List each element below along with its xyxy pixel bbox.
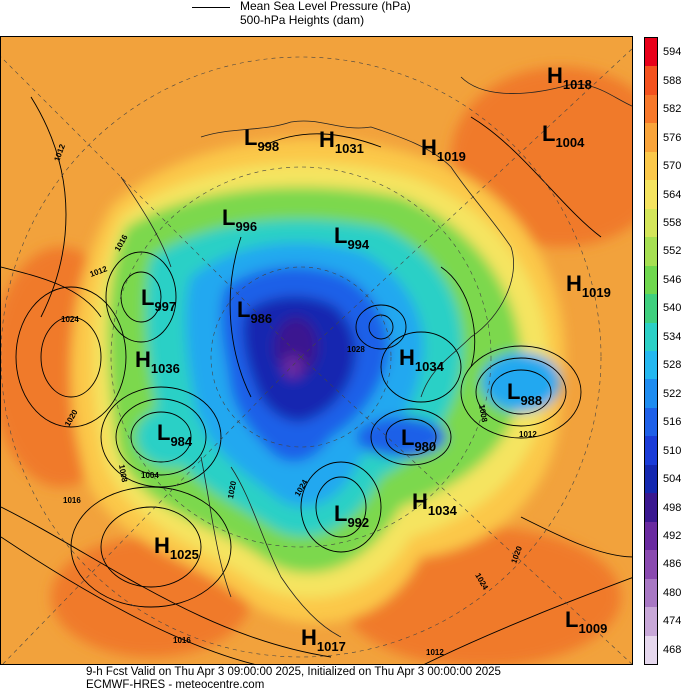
- pressure-center-low: L992: [334, 501, 370, 530]
- pressure-center-low: L994: [334, 223, 370, 252]
- isobar-label: 1004: [141, 471, 159, 480]
- colorbar-tick-label: 564: [663, 188, 681, 201]
- colorbar-segment: [645, 578, 657, 608]
- pressure-center-high: H1017: [301, 625, 346, 654]
- colorbar-tick-label: 468: [663, 643, 681, 656]
- isobar-label: 1016: [63, 496, 81, 505]
- colorbar-tick-label: 486: [663, 558, 681, 571]
- colorbar-tick-label: 594: [663, 46, 681, 59]
- coastlines: [120, 76, 632, 638]
- colorbar-tick-label: 522: [663, 387, 681, 400]
- colorbar-segment: [645, 379, 657, 409]
- colorbar-tick-label: 540: [663, 302, 681, 315]
- isobar-label: 1024: [61, 315, 79, 324]
- pressure-center-low: L997: [141, 285, 177, 314]
- colorbar-segment: [645, 94, 657, 124]
- colorbar-segment: [645, 550, 657, 580]
- colorbar-segment: [645, 635, 657, 665]
- colorbar-segment: [645, 436, 657, 466]
- isobar-label: 1008: [117, 464, 129, 484]
- forecast-valid-time: 9-h Fcst Valid on Thu Apr 3 09:00:00 202…: [86, 666, 501, 678]
- colorbar-tick-label: 498: [663, 501, 681, 514]
- colorbar-tick-label: 576: [663, 131, 681, 144]
- pressure-center-low: L998: [244, 125, 280, 154]
- colorbar-tick-label: 480: [663, 586, 681, 599]
- colorbar-tick-label: 492: [663, 529, 681, 542]
- colorbar-tick-label: 588: [663, 74, 681, 87]
- colorbar-segment: [645, 123, 657, 153]
- isobars: [1, 96, 632, 664]
- pressure-center-high: H1025: [154, 533, 199, 562]
- colorbar-segment: [645, 407, 657, 437]
- colorbar-segment: [645, 493, 657, 523]
- colorbar-segment: [645, 521, 657, 551]
- pressure-center-high: H1018: [547, 63, 592, 92]
- colorbar-segment: [645, 294, 657, 324]
- colorbar-segment: [645, 265, 657, 295]
- colorbar-tick-label: 546: [663, 273, 681, 286]
- colorbar-segment: [645, 607, 657, 637]
- colorbar-tick-label: 510: [663, 444, 681, 457]
- colorbar-tick-label: 558: [663, 216, 681, 229]
- colorbar-segment: [645, 322, 657, 352]
- isobar-legend-label: Mean Sea Level Pressure (hPa): [240, 0, 411, 13]
- isobar-label: 1016: [173, 636, 191, 645]
- height-legend-label: 500-hPa Heights (dam): [240, 13, 365, 27]
- pressure-center-low: L1004: [542, 121, 585, 150]
- colorbar-tick-label: 534: [663, 330, 681, 343]
- map-footer: 9-h Fcst Valid on Thu Apr 3 09:00:00 202…: [86, 666, 501, 692]
- model-source: ECMWF-HRES - meteocentre.com: [86, 679, 265, 691]
- pressure-center-high: H1019: [566, 271, 611, 300]
- pressure-center-low: L984: [157, 420, 193, 449]
- height-colorbar: [644, 37, 658, 665]
- isobar-legend-line: [192, 7, 230, 8]
- pressure-center-low: L996: [222, 205, 258, 234]
- weather-map: 1012 1016 1012 1024 1020 1008 1004 1016 …: [0, 36, 633, 665]
- map-legend: Mean Sea Level Pressure (hPa) 500-hPa He…: [190, 0, 490, 30]
- pressure-center-high: H1019: [421, 135, 466, 164]
- pressure-center-low: L1009: [565, 607, 608, 636]
- colorbar-tick-label: 516: [663, 416, 681, 429]
- pressure-center-low: L988: [507, 379, 543, 408]
- colorbar-tick-label: 474: [663, 615, 681, 628]
- colorbar-tick-label: 504: [663, 473, 681, 486]
- colorbar-tick-label: 582: [663, 103, 681, 116]
- colorbar-segment: [645, 464, 657, 494]
- colorbar-segment: [645, 66, 657, 96]
- isobar-label: 1008: [477, 404, 489, 424]
- pressure-center-high: H1034: [399, 345, 444, 374]
- pressure-center-low: L980: [401, 425, 437, 454]
- colorbar-segment: [645, 180, 657, 210]
- colorbar-tick-label: 528: [663, 359, 681, 372]
- map-canvas: 1012 1016 1012 1024 1020 1008 1004 1016 …: [1, 37, 632, 664]
- graticule: [1, 48, 632, 664]
- isobar-label: 1012: [426, 648, 444, 657]
- colorbar-segment: [645, 38, 657, 67]
- isobar-label: 1028: [347, 345, 365, 354]
- pressure-center-high: H1034: [412, 489, 457, 518]
- colorbar-segment: [645, 208, 657, 238]
- isobar-label: 1012: [519, 430, 537, 439]
- colorbar-segment: [645, 151, 657, 181]
- isobar-label: 1020: [226, 480, 238, 500]
- pressure-center-low: L986: [237, 297, 273, 326]
- colorbar-segment: [645, 237, 657, 267]
- colorbar-tick-label: 552: [663, 245, 681, 258]
- pressure-center-high: H1036: [135, 347, 180, 376]
- colorbar-tick-label: 570: [663, 160, 681, 173]
- colorbar-segment: [645, 351, 657, 380]
- pressure-center-high: H1031: [319, 127, 364, 156]
